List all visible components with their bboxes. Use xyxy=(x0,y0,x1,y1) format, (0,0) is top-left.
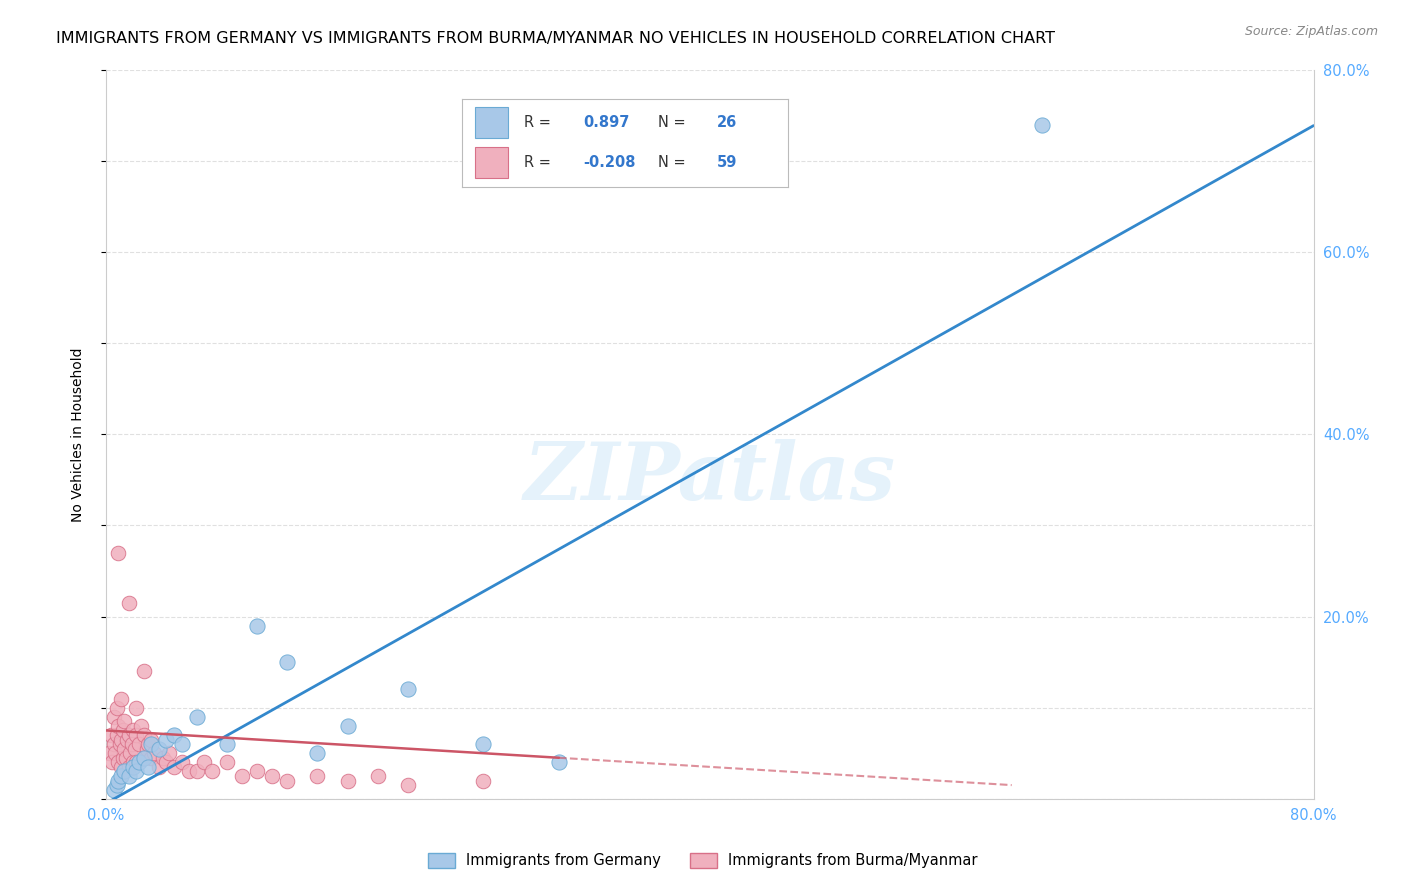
Point xyxy=(141,737,163,751)
Point xyxy=(367,769,389,783)
Point xyxy=(170,756,193,770)
Point xyxy=(118,596,141,610)
Point xyxy=(307,769,329,783)
Point xyxy=(163,760,186,774)
Point xyxy=(276,655,298,669)
Point xyxy=(138,760,160,774)
Point xyxy=(132,665,155,679)
Point xyxy=(110,769,132,783)
Point xyxy=(336,719,359,733)
Point xyxy=(215,737,238,751)
Point xyxy=(111,723,134,738)
Point xyxy=(101,756,124,770)
Point xyxy=(103,710,125,724)
Y-axis label: No Vehicles in Household: No Vehicles in Household xyxy=(72,347,86,522)
Point xyxy=(115,732,138,747)
Point xyxy=(396,682,419,697)
Legend: Immigrants from Germany, Immigrants from Burma/Myanmar: Immigrants from Germany, Immigrants from… xyxy=(420,846,986,876)
Point xyxy=(132,728,155,742)
Point xyxy=(128,756,150,770)
Point xyxy=(103,782,125,797)
Point xyxy=(246,764,269,779)
Point xyxy=(141,751,163,765)
Point xyxy=(111,751,134,765)
Point xyxy=(125,728,148,742)
Point xyxy=(159,746,181,760)
Point xyxy=(118,760,141,774)
Point xyxy=(108,737,131,751)
Point xyxy=(118,769,141,783)
Point xyxy=(118,728,141,742)
Point xyxy=(276,773,298,788)
Point xyxy=(112,714,135,729)
Point xyxy=(110,691,132,706)
Point xyxy=(141,732,163,747)
Point xyxy=(129,719,152,733)
Point xyxy=(125,700,148,714)
Point xyxy=(112,741,135,756)
Point xyxy=(186,764,208,779)
Point xyxy=(143,746,166,760)
Point xyxy=(107,756,129,770)
Point xyxy=(201,764,224,779)
Text: ZIPatlas: ZIPatlas xyxy=(524,440,896,516)
Point xyxy=(135,741,157,756)
Point xyxy=(104,746,127,760)
Point xyxy=(122,723,145,738)
Point xyxy=(122,760,145,774)
Point xyxy=(246,618,269,632)
Point xyxy=(193,756,215,770)
Point xyxy=(547,756,569,770)
Point xyxy=(1031,118,1053,132)
Point xyxy=(112,764,135,779)
Point xyxy=(105,728,128,742)
Point xyxy=(107,719,129,733)
Point xyxy=(120,746,142,760)
Point xyxy=(98,746,121,760)
Text: IMMIGRANTS FROM GERMANY VS IMMIGRANTS FROM BURMA/MYANMAR NO VEHICLES IN HOUSEHOL: IMMIGRANTS FROM GERMANY VS IMMIGRANTS FR… xyxy=(56,31,1056,46)
Point xyxy=(396,778,419,792)
Point xyxy=(114,751,136,765)
Point xyxy=(148,760,170,774)
Point xyxy=(472,773,495,788)
Point xyxy=(125,764,148,779)
Point xyxy=(163,728,186,742)
Point xyxy=(307,746,329,760)
Point xyxy=(128,737,150,751)
Point xyxy=(231,769,253,783)
Point xyxy=(132,751,155,765)
Point xyxy=(105,700,128,714)
Point xyxy=(122,756,145,770)
Point xyxy=(152,751,174,765)
Point xyxy=(132,751,155,765)
Point xyxy=(100,728,122,742)
Point xyxy=(472,737,495,751)
Point xyxy=(105,778,128,792)
Point xyxy=(336,773,359,788)
Point xyxy=(155,756,177,770)
Point xyxy=(262,769,284,783)
Point xyxy=(125,756,148,770)
Point xyxy=(215,756,238,770)
Point xyxy=(177,764,200,779)
Point xyxy=(121,737,143,751)
Point xyxy=(186,710,208,724)
Point xyxy=(148,741,170,756)
Text: Source: ZipAtlas.com: Source: ZipAtlas.com xyxy=(1244,25,1378,38)
Point xyxy=(124,741,146,756)
Point xyxy=(138,737,160,751)
Point xyxy=(155,732,177,747)
Point xyxy=(103,737,125,751)
Point xyxy=(110,760,132,774)
Point xyxy=(110,732,132,747)
Point xyxy=(170,737,193,751)
Point xyxy=(107,773,129,788)
Point xyxy=(107,546,129,560)
